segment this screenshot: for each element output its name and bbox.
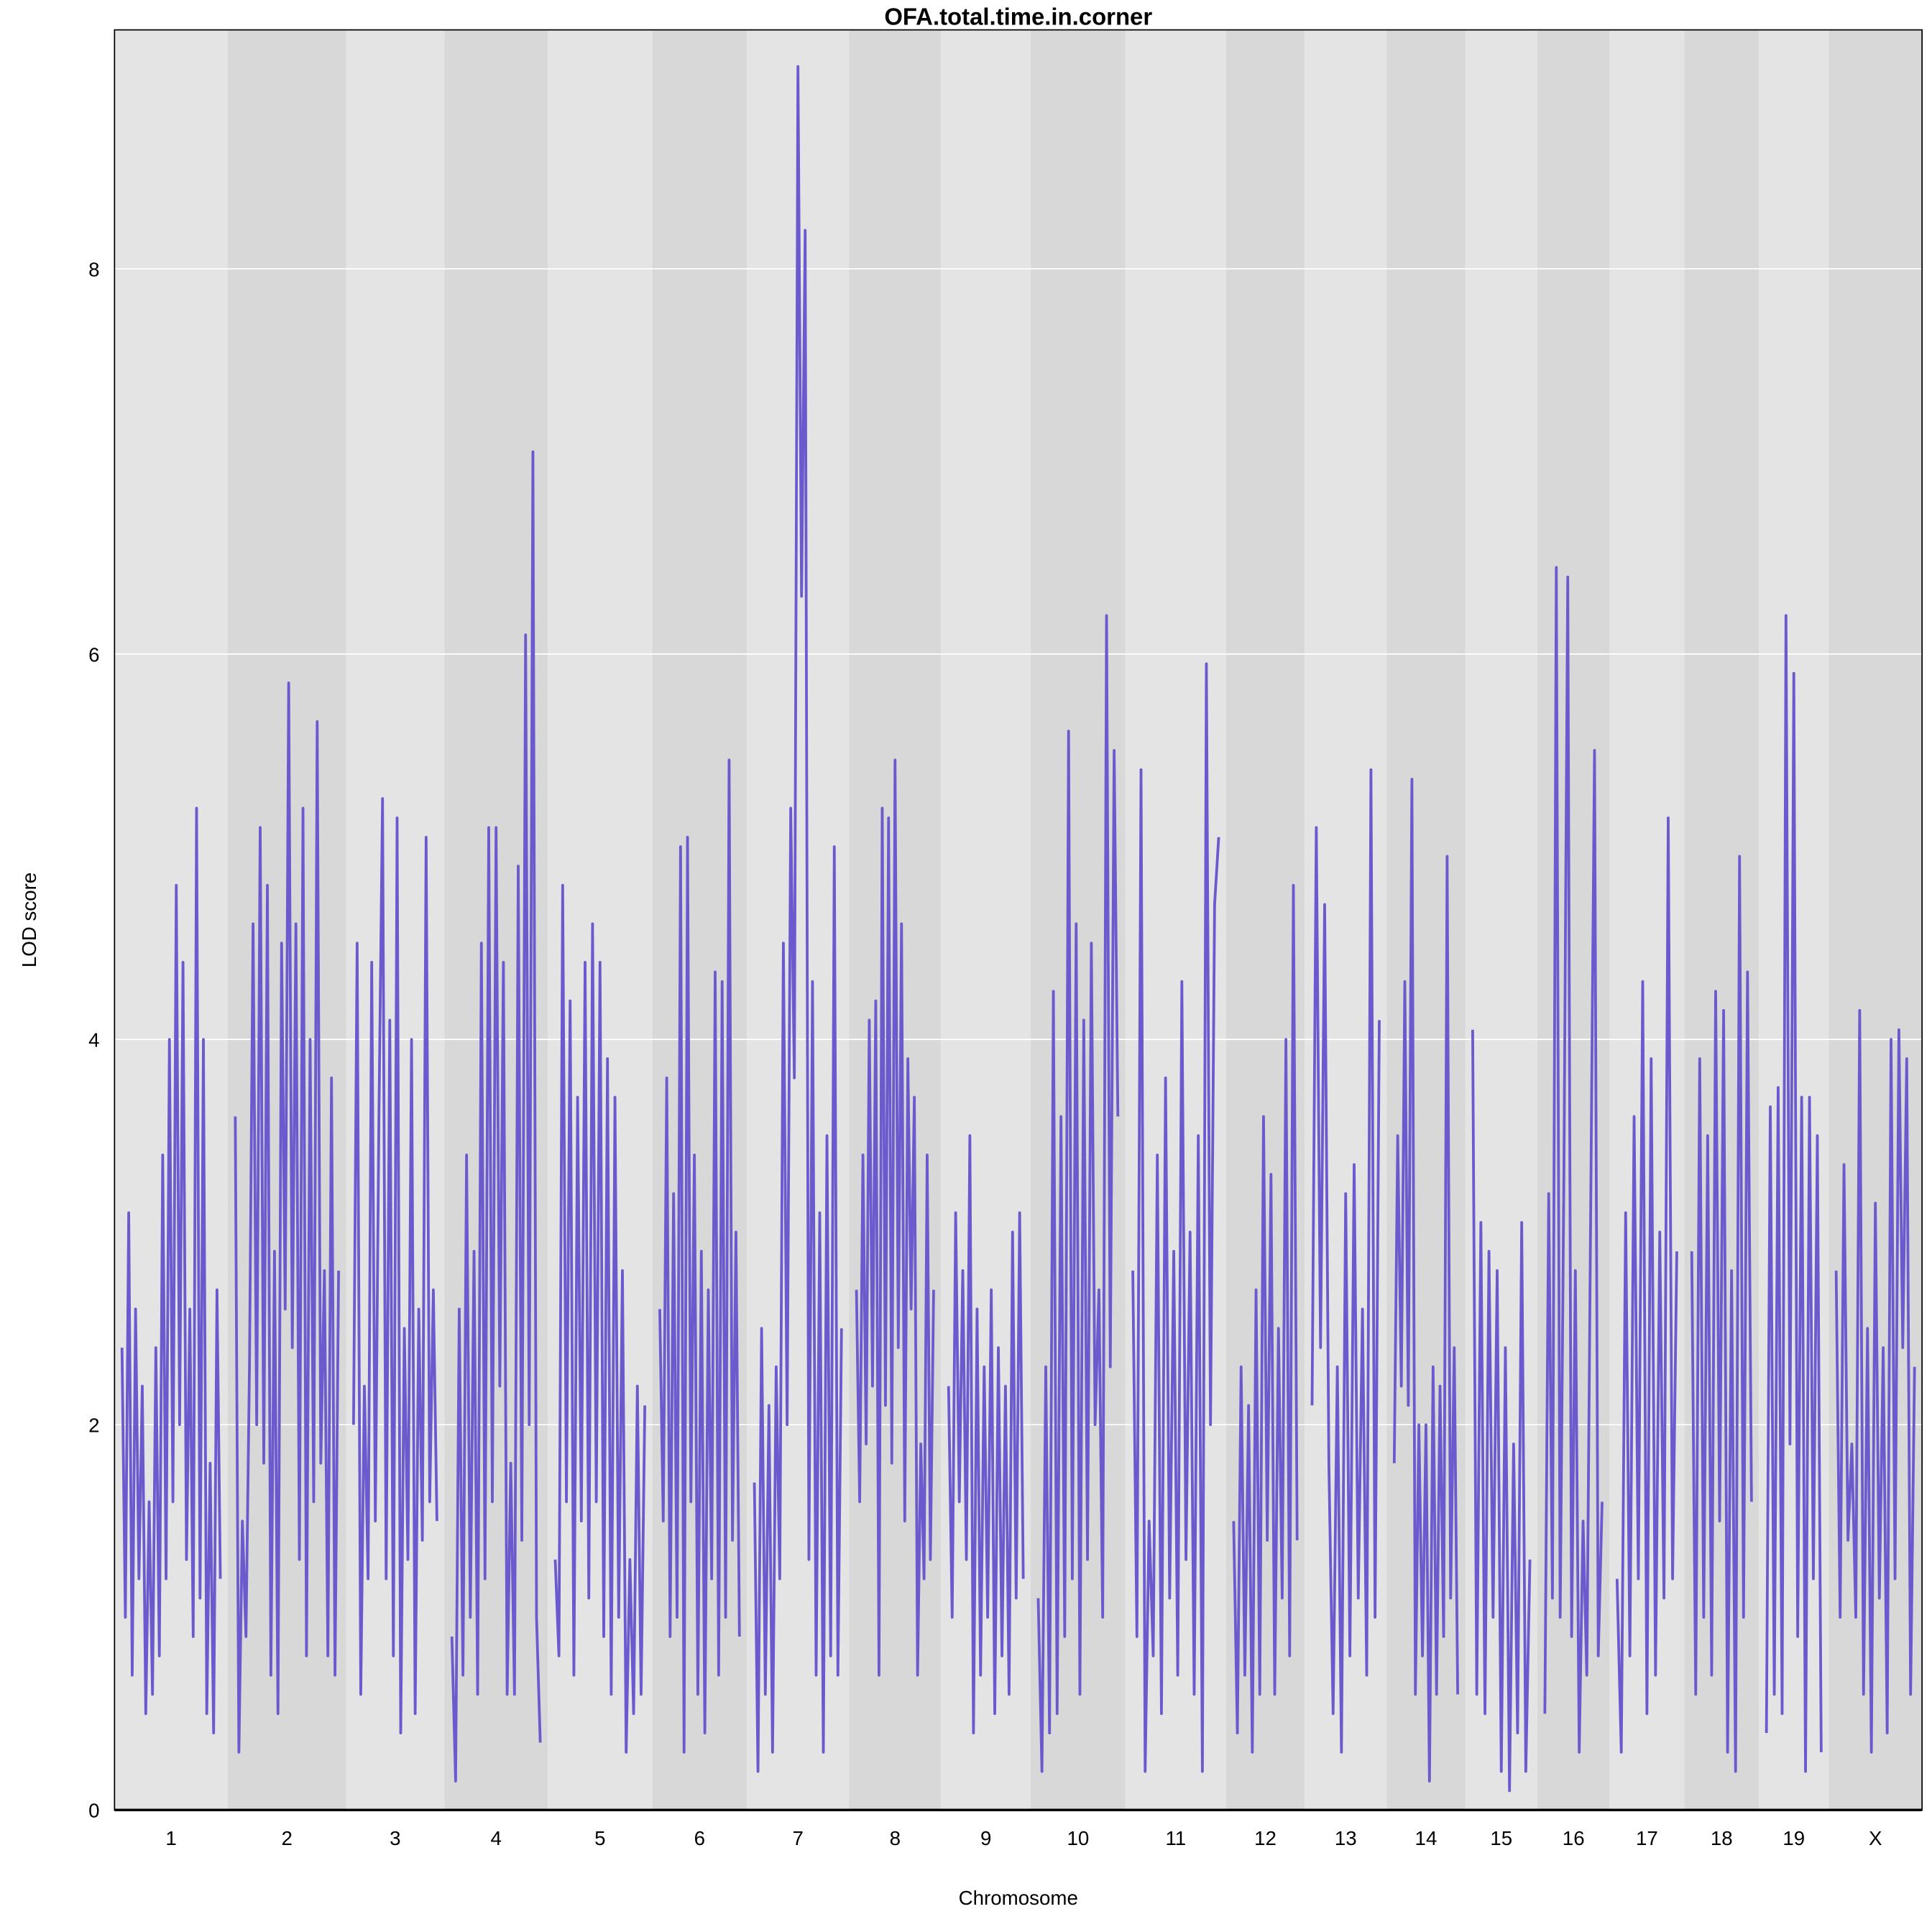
lod-line-chr-15 — [1471, 1029, 1532, 1793]
lod-line-chr-6 — [658, 758, 741, 1754]
lod-line-chr-18 — [1690, 855, 1753, 1773]
x-tick-label: 5 — [594, 1827, 605, 1849]
lod-line-chr-10 — [1036, 614, 1120, 1773]
lod-line-chr-13 — [1310, 768, 1381, 1754]
y-tick-label: 2 — [88, 1414, 99, 1437]
lod-line-chr-1 — [120, 806, 222, 1734]
x-tick-label: 6 — [694, 1827, 705, 1849]
x-tick-label: 13 — [1335, 1827, 1357, 1849]
y-tick-label: 0 — [88, 1800, 99, 1822]
lod-line-chr-4 — [450, 450, 542, 1782]
x-axis-ticks: 1 2 3 4 5 6 7 8 9 10 11 12 13 14 15 16 17 18 19 X — [165, 1827, 1882, 1849]
y-tick-label: 6 — [88, 643, 99, 666]
x-tick-label: 19 — [1782, 1827, 1805, 1849]
x-tick-label: 3 — [390, 1827, 400, 1849]
chart-title: OFA.total.time.in.corner — [884, 4, 1152, 30]
x-tick-label: 4 — [490, 1827, 501, 1849]
lod-line-chr-3 — [351, 797, 438, 1734]
lod-line-chr-16 — [1543, 566, 1604, 1754]
x-tick-label: 12 — [1254, 1827, 1276, 1849]
x-tick-label: X — [1869, 1827, 1882, 1849]
lod-line-chr-11 — [1131, 662, 1220, 1773]
x-tick-label: 17 — [1636, 1827, 1658, 1849]
x-tick-label: 9 — [980, 1827, 991, 1849]
chromosome-bands — [114, 29, 1923, 1811]
x-tick-label: 1 — [165, 1827, 176, 1849]
y-axis-ticks: 0 2 4 6 8 — [88, 258, 99, 1821]
y-tick-label: 8 — [88, 258, 99, 280]
lod-line-chr-X — [1834, 1008, 1916, 1754]
x-axis-label: Chromosome — [959, 1887, 1078, 1909]
x-tick-label: 15 — [1490, 1827, 1512, 1849]
x-tick-label: 18 — [1711, 1827, 1733, 1849]
lod-line-chr-12 — [1232, 883, 1299, 1754]
y-tick-label: 4 — [88, 1029, 99, 1051]
lod-line-chr-9 — [947, 1134, 1025, 1734]
x-tick-label: 7 — [792, 1827, 803, 1849]
lod-line-chr-7 — [753, 65, 843, 1773]
lod-line-chr-2 — [234, 681, 340, 1754]
x-tick-label: 14 — [1415, 1827, 1438, 1849]
y-axis-label: LOD score — [18, 873, 40, 967]
x-tick-label: 16 — [1563, 1827, 1585, 1849]
x-tick-label: 10 — [1067, 1827, 1089, 1849]
lod-line-chr-19 — [1765, 614, 1823, 1773]
lod-line-chr-17 — [1615, 816, 1678, 1754]
x-tick-label: 8 — [890, 1827, 901, 1849]
lod-curve — [120, 65, 1916, 1793]
x-tick-label: 2 — [282, 1827, 293, 1849]
x-tick-label: 11 — [1165, 1827, 1186, 1849]
band-chr-X — [1828, 29, 1923, 1811]
lod-line-chr-14 — [1392, 778, 1460, 1782]
lod-line-chr-5 — [553, 883, 647, 1754]
lod-line-chr-8 — [855, 758, 935, 1677]
